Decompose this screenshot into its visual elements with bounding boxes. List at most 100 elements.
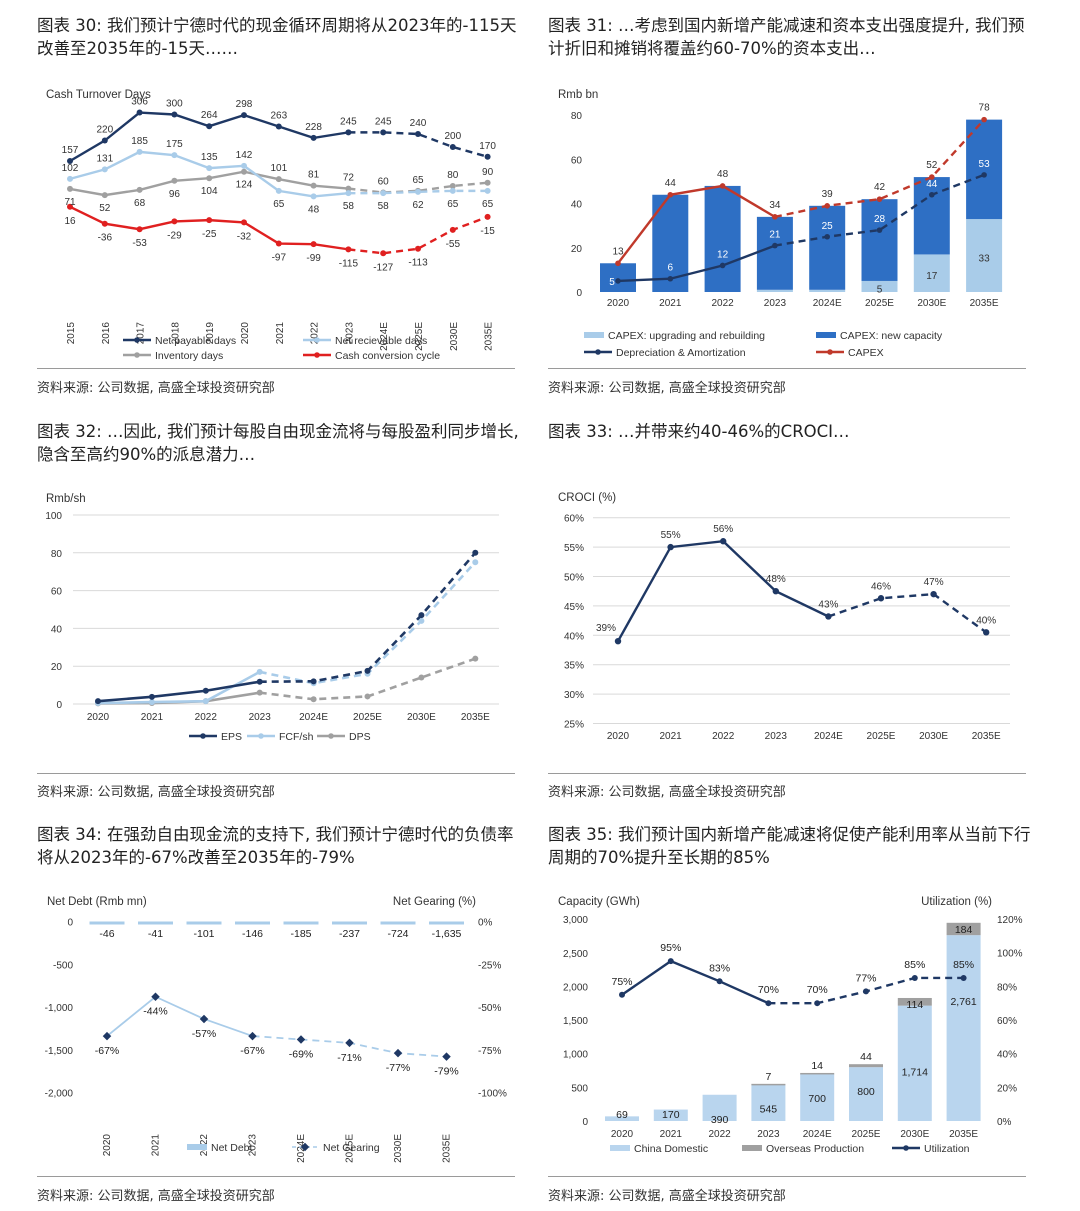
utilization-point <box>667 958 674 965</box>
bar-china-domestic <box>751 1084 786 1121</box>
data-label: 102 <box>62 163 79 174</box>
dps-point <box>256 689 263 696</box>
x-tick-label: 2020 <box>607 298 630 309</box>
eps-line-actual <box>97 680 260 703</box>
x-tick-label: 2023 <box>764 298 787 309</box>
net-payable-point <box>171 111 178 118</box>
x-tick-label: 2025E <box>852 1129 881 1140</box>
net-receivable-point <box>275 187 282 194</box>
bar-label-overseas: 184 <box>955 924 973 936</box>
source-note: 资料来源: 公司数据, 高盛全球投资研究部 <box>37 1189 275 1204</box>
net-payable-point <box>136 109 143 116</box>
net-payable-point <box>206 123 213 130</box>
data-label: -127 <box>373 262 393 273</box>
chart-capacity: Capacity (GWh) Utilization (%) 0 500 1,000… <box>558 896 1023 1155</box>
gearing-label: -67% <box>95 1045 120 1057</box>
y-tick-label: 60 <box>571 155 583 166</box>
croci-label: 56% <box>713 524 733 535</box>
data-label: 175 <box>166 139 183 150</box>
croci-point <box>930 590 937 598</box>
panel-title: 图表 30: 我们预计宁德时代的现金循环周期将从2023年的-115天改善至20… <box>37 16 517 58</box>
cash-conversion-point <box>101 220 108 227</box>
da-label: 6 <box>668 263 674 274</box>
fcf-point <box>202 698 209 705</box>
net-receivable-point <box>484 187 491 194</box>
source-note: 资料来源: 公司数据, 高盛全球投资研究部 <box>548 785 786 800</box>
bar-net-debt <box>186 921 222 925</box>
bar-china-domestic <box>946 935 981 1121</box>
eps-point <box>95 698 101 705</box>
capex-label: 78 <box>979 103 991 114</box>
dps-point <box>472 655 479 662</box>
panel-33: 图表 33: …并带来约40-46%的CROCI… CROCI (%) 25% 3… <box>548 420 1028 805</box>
bar-label-domestic: 545 <box>760 1103 778 1115</box>
x-tick-label: 2035E <box>970 298 999 309</box>
bar-label-upgrading: 17 <box>926 271 938 282</box>
x-tick-label: 2021 <box>659 731 682 742</box>
utilization-label: 77% <box>855 972 876 984</box>
panel-35: 图表 35: 我们预计国内新增产能减速将促使产能利用率从当前下行周期的70%提升… <box>548 823 1031 1208</box>
y2-tick-label: -100% <box>478 1089 507 1100</box>
bar-china-domestic <box>653 1109 688 1121</box>
croci-label: 43% <box>818 599 838 610</box>
data-label: 16 <box>64 216 76 227</box>
da-label: 28 <box>874 214 886 225</box>
legend-da-marker <box>595 349 601 355</box>
utilization-label: 70% <box>807 984 828 996</box>
eps-point <box>256 678 263 685</box>
da-label: 12 <box>717 249 729 260</box>
inventory-point <box>171 177 178 184</box>
bar-label-domestic: 2,761 <box>950 996 976 1008</box>
bar-new-capacity <box>966 119 1003 220</box>
x-tick-label: 2024E <box>379 322 390 351</box>
legend-inventory-label: Inventory days <box>155 350 223 362</box>
x-tick-label: 2030E <box>917 298 946 309</box>
panel-title: 图表 35: 我们预计国内新增产能减速将促使产能利用率从当前下行周期的70%提升… <box>548 825 1031 867</box>
net-payable-point <box>449 144 456 150</box>
x-tick-label: 2035E <box>442 1134 453 1163</box>
legend-net-receivable-label: Net recievable days <box>335 335 427 347</box>
y-tick-label: 100 <box>45 511 62 522</box>
croci-label: 55% <box>661 530 681 541</box>
y-tick-label: 20 <box>571 244 583 255</box>
chart-capex: Rmb bn 0 20 40 60 80 2020 2021 2022 2023 2024E 5 20… <box>558 89 1003 359</box>
capex-point <box>667 191 674 198</box>
bar-label-domestic: 700 <box>808 1093 826 1105</box>
gearing-label: -69% <box>289 1048 314 1060</box>
bar-label-overseas: 44 <box>860 1051 872 1063</box>
bar-net-debt <box>89 921 125 925</box>
fcf-point <box>256 668 263 675</box>
net-payable-point <box>345 129 352 136</box>
y-tick-label: -500 <box>53 960 73 971</box>
data-label: -97 <box>272 253 287 264</box>
divider <box>548 773 1026 774</box>
y2-tick-label: 100% <box>997 949 1023 960</box>
x-tick-label: 2025E <box>414 322 425 351</box>
net-receivable-point <box>310 193 317 200</box>
utilization-label: 85% <box>953 959 974 971</box>
capex-label: 52 <box>926 160 938 171</box>
bar-label-net-debt: -1,635 <box>432 928 462 940</box>
data-label: 68 <box>134 198 146 209</box>
data-label: 124 <box>236 180 253 191</box>
bar-new-capacity <box>704 185 741 292</box>
divider <box>37 773 515 774</box>
panel-30: 图表 30: 我们预计宁德时代的现金循环周期将从2023年的-115天改善至20… <box>37 14 517 399</box>
x-tick-label: 2023 <box>757 1129 780 1140</box>
x-tick-label: 2020 <box>611 1129 634 1140</box>
inventory-point <box>206 175 213 182</box>
y-tick-label: 0 <box>576 288 582 299</box>
y2-tick-label: 40% <box>997 1050 1017 1061</box>
bar-china-domestic <box>702 1094 737 1121</box>
data-label: 263 <box>270 111 287 122</box>
net-receivable-point <box>345 190 352 197</box>
panel-title: 图表 33: …并带来约40-46%的CROCI… <box>548 422 850 441</box>
legend-fcf-label: FCF/sh <box>279 731 314 743</box>
panel-title: 图表 34: 在强劲自由现金流的支持下, 我们预计宁德时代的负债率将从2023年… <box>37 825 514 867</box>
panel-31: 图表 31: …考虑到国内新增产能减速和资本支出强度提升, 我们预计折旧和摊销将… <box>548 14 1028 399</box>
bar-upgrading <box>966 219 1003 292</box>
data-label: 96 <box>169 189 181 200</box>
x-tick-label: 2021 <box>660 1129 683 1140</box>
y-tick-label: 60% <box>564 514 584 525</box>
y-tick-label: 20 <box>51 662 63 673</box>
